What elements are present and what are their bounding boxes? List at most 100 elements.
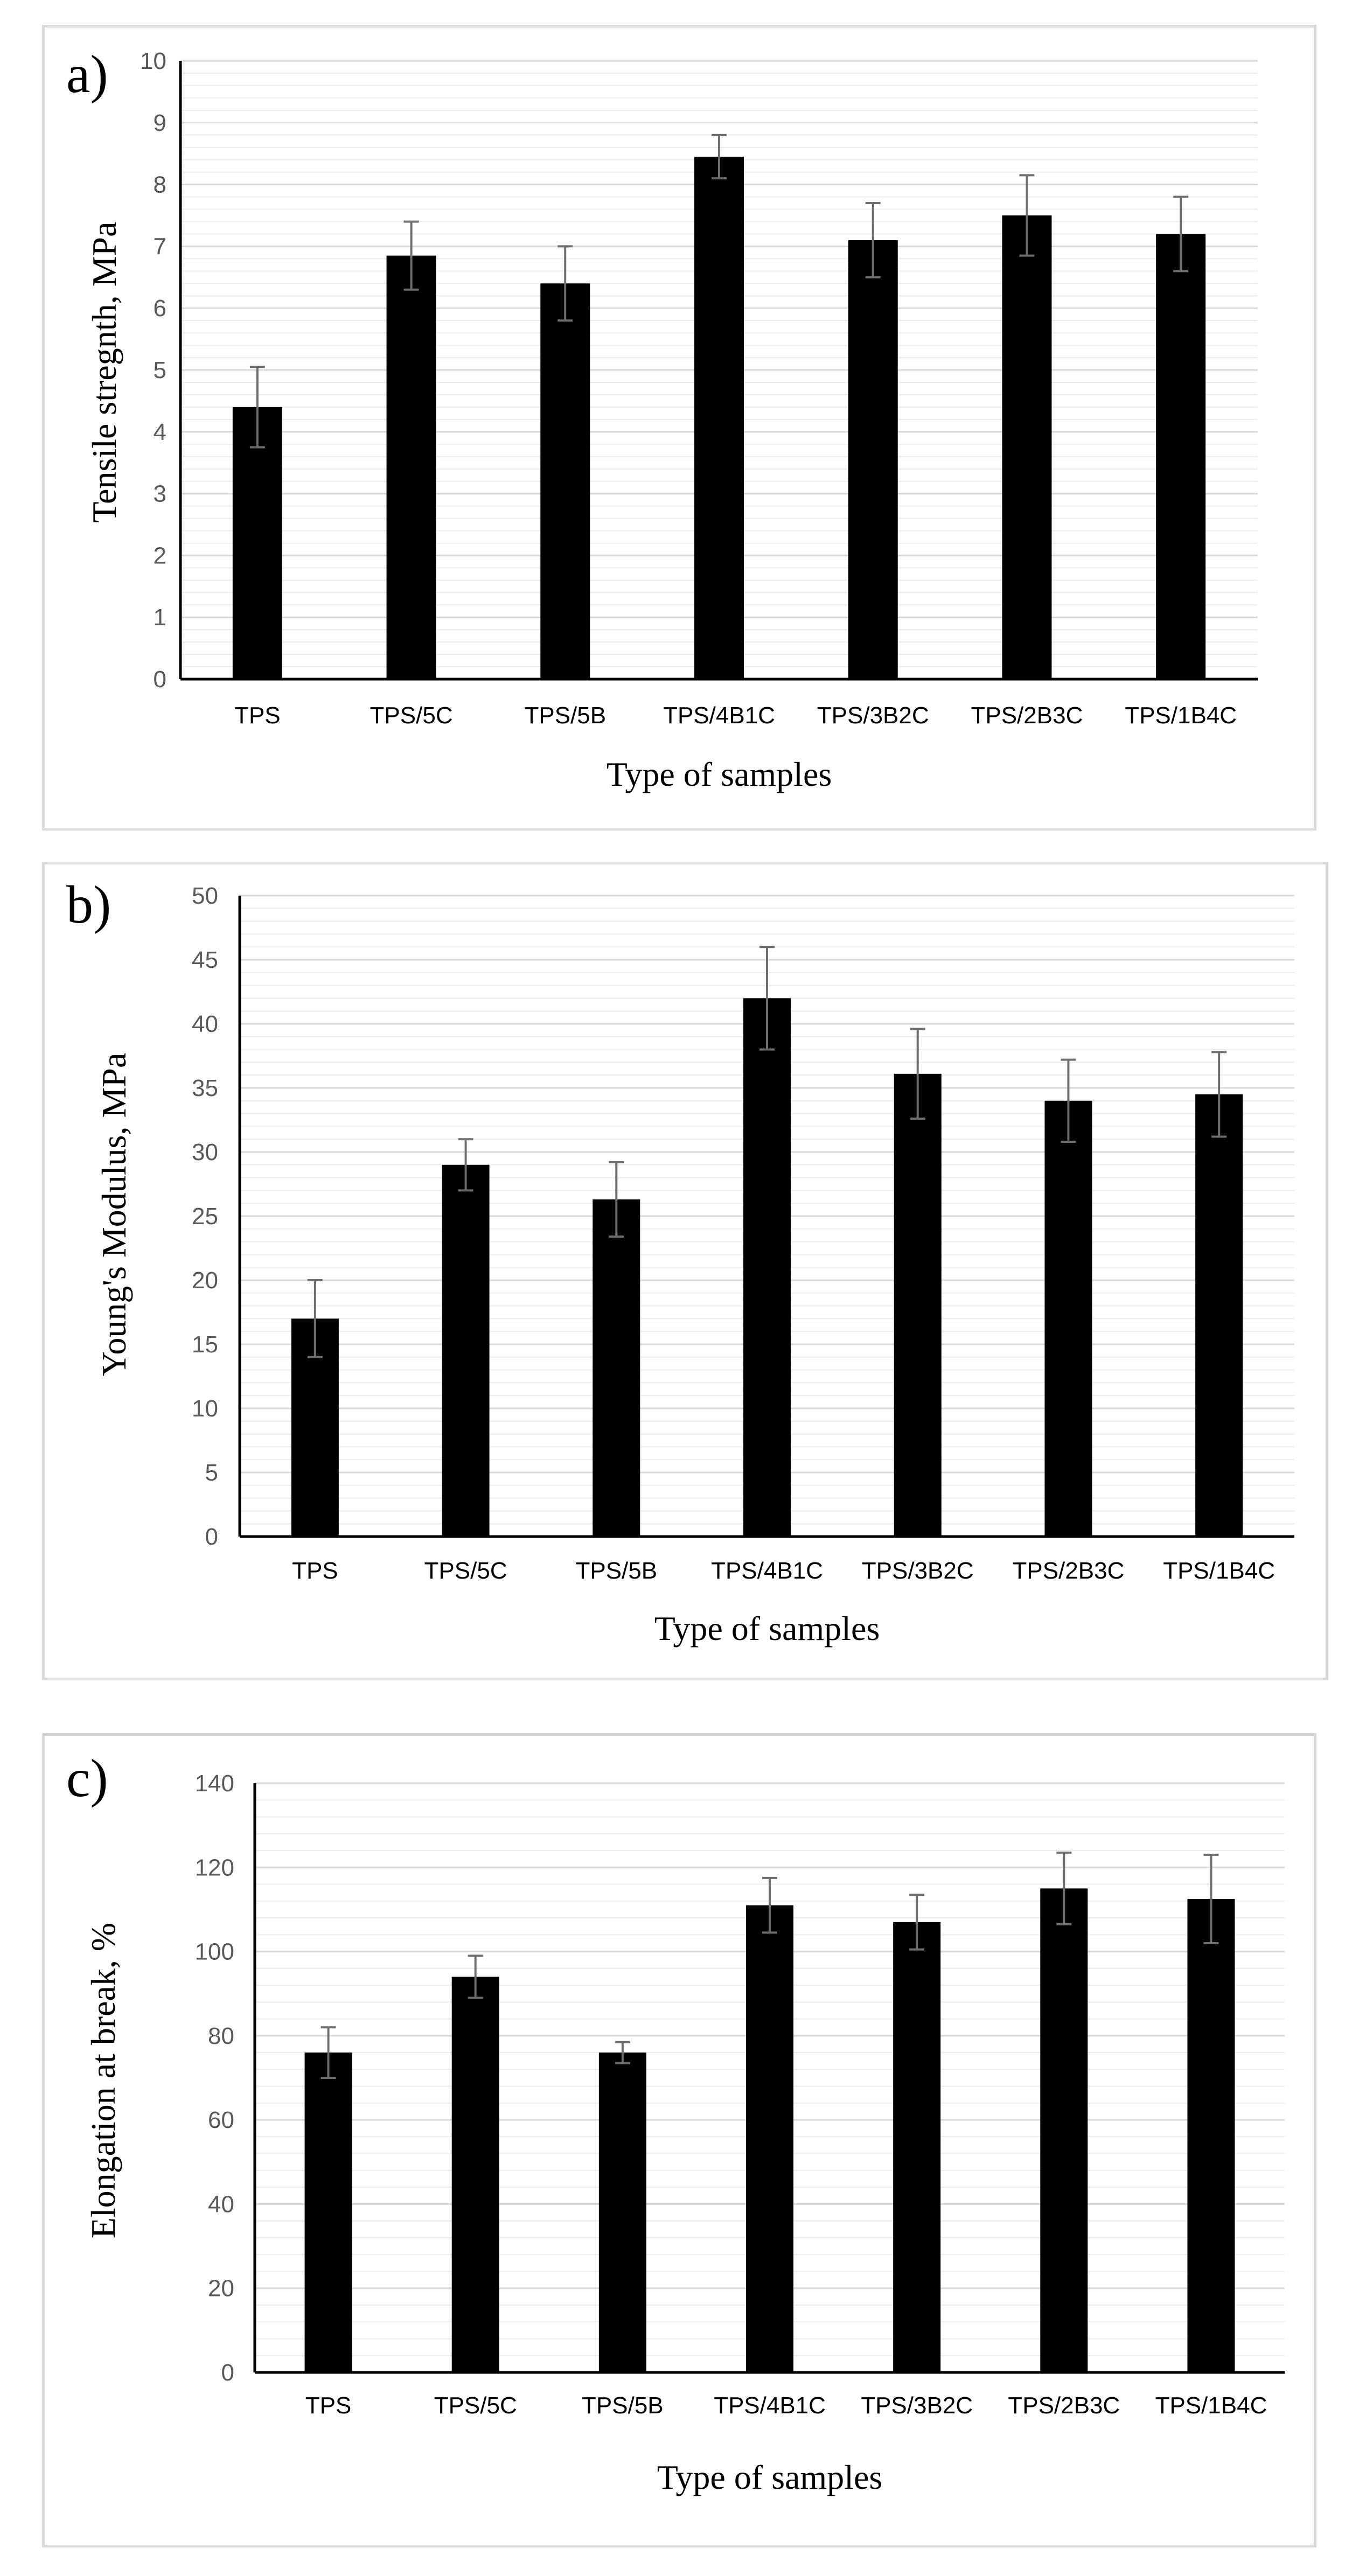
x-tick-labels: TPS TPS/5C TPS/5B TPS/4B1C TPS/3B2C TPS/2B3C T… [234, 702, 1237, 729]
y-tick-label: 35 [192, 1075, 218, 1101]
error-bar [1211, 1051, 1227, 1138]
x-tick-label: TPS/1B4C [1163, 1558, 1275, 1584]
error-bar [865, 202, 881, 278]
y-axis-label: Tensile stregnth, MPa [85, 222, 123, 523]
y-tick-labels: 0 1 2 3 4 5 6 7 8 9 10 [140, 48, 166, 693]
x-tick-label: TPS/5B [575, 1558, 657, 1584]
axes [238, 896, 1294, 1538]
y-tick-label: 20 [208, 2275, 234, 2302]
x-tick-label: TPS/2B3C [971, 702, 1083, 729]
error-bar [458, 1138, 473, 1192]
bar-tps-4b1c [694, 156, 744, 679]
bar-tps-1b4c [1187, 1898, 1235, 2372]
y-tick-label: 2 [154, 542, 166, 569]
bar-tps-3b2c [894, 1073, 942, 1537]
error-bar [249, 366, 265, 449]
bar-tps-1b4c [1195, 1094, 1243, 1537]
y-tick-label: 3 [154, 481, 166, 507]
y-tick-label: 120 [195, 1854, 234, 1881]
bar-tps-1b4c [1156, 234, 1206, 679]
y-tick-label: 7 [154, 233, 166, 260]
tensile-strength-chart: 0 1 2 3 4 5 6 7 8 9 10 TPS TPS/5C TPS/5B TPS/4B1C TPS/… [66, 44, 1258, 793]
y-tick-label: 10 [140, 48, 166, 74]
bar-tps-5c [451, 1977, 499, 2372]
x-tick-label: TPS/1B4C [1125, 702, 1237, 729]
error-bar [615, 2041, 630, 2064]
bar-tps-3b2c [893, 1922, 941, 2372]
bar-tps [232, 407, 282, 679]
x-tick-label: TPS/5B [582, 2392, 664, 2419]
x-tick-label: TPS/4B1C [711, 1558, 823, 1584]
bars [304, 1888, 1235, 2372]
x-tick-label: TPS/3B2C [861, 2392, 973, 2419]
x-tick-label: TPS/5C [434, 2392, 517, 2419]
bar-tps-5b [540, 283, 590, 679]
x-tick-label: TPS/4B1C [714, 2392, 826, 2419]
error-bar [712, 134, 727, 180]
error-bar [909, 1894, 925, 1951]
error-bar [1061, 1058, 1076, 1143]
error-bar [1173, 196, 1189, 273]
error-bars [249, 134, 1189, 449]
error-bar [762, 1876, 777, 1934]
error-bar [1019, 174, 1035, 257]
y-tick-label: 30 [192, 1139, 218, 1165]
x-tick-labels: TPS TPS/5C TPS/5B TPS/4B1C TPS/3B2C TPS/2B3C T… [292, 1558, 1275, 1584]
bar-tps-3b2c [848, 240, 898, 679]
chart-panel-youngs-modulus: 0 5 10 15 20 25 30 35 40 45 50 TPS TPS/5C TPS/5B TPS/… [42, 862, 1328, 1680]
y-axis-label: Elongation at break, % [84, 1923, 122, 2238]
axes [179, 61, 1258, 681]
error-bar [320, 2026, 336, 2079]
bars [291, 998, 1243, 1537]
panel-label: a) [66, 44, 108, 104]
bars [232, 156, 1206, 679]
y-tick-label: 140 [195, 1770, 234, 1797]
y-tick-label: 5 [154, 357, 166, 383]
chart-panel-tensile-strength: 0 1 2 3 4 5 6 7 8 9 10 TPS TPS/5C TPS/5B TPS/4B1C TPS/… [42, 25, 1316, 830]
x-tick-label: TPS/5C [370, 702, 453, 729]
y-tick-label: 15 [192, 1331, 218, 1358]
panel-label: c) [66, 1748, 108, 1808]
bar-tps-2b3c [1044, 1100, 1092, 1537]
x-tick-labels: TPS TPS/5C TPS/5B TPS/4B1C TPS/3B2C TPS/2B3C T… [305, 2392, 1267, 2419]
y-tick-label: 40 [192, 1011, 218, 1037]
y-tick-labels: 0 20 40 60 80 100 120 140 [195, 1770, 234, 2386]
error-bar [609, 1161, 624, 1238]
y-tick-label: 25 [192, 1203, 218, 1230]
error-bar [468, 1954, 483, 1999]
y-tick-label: 1 [154, 604, 166, 631]
x-axis-label: Type of samples [654, 1609, 880, 1647]
error-bars [320, 1851, 1219, 2079]
bar-tps-5b [593, 1199, 640, 1537]
y-tick-label: 45 [192, 947, 218, 973]
x-tick-label: TPS/3B2C [862, 1558, 974, 1584]
x-axis-label: Type of samples [607, 755, 832, 793]
error-bar [759, 946, 775, 1051]
bar-tps-2b3c [1002, 215, 1052, 679]
bar-tps-5b [598, 2053, 646, 2372]
y-tick-label: 100 [195, 1939, 234, 1965]
error-bar [403, 220, 419, 291]
error-bar [557, 245, 573, 322]
y-tick-label: 10 [192, 1395, 218, 1422]
y-tick-label: 0 [221, 2359, 234, 2386]
chart-panel-elongation-at-break: 0 20 40 60 80 100 120 140 TPS TPS/5C TPS/5B TPS/4B… [42, 1733, 1316, 2547]
x-axis-label: Type of samples [657, 2458, 883, 2496]
x-tick-label: TPS [292, 1558, 338, 1584]
y-tick-label: 80 [208, 2023, 234, 2049]
x-tick-label: TPS/4B1C [663, 702, 775, 729]
y-tick-label: 6 [154, 295, 166, 322]
y-tick-label: 40 [208, 2191, 234, 2217]
y-tick-label: 0 [205, 1524, 218, 1550]
x-tick-label: TPS [305, 2392, 352, 2419]
error-bar [1203, 1853, 1219, 1944]
y-tick-labels: 0 5 10 15 20 25 30 35 40 45 50 [192, 883, 218, 1550]
error-bar [1056, 1851, 1072, 1925]
x-tick-label: TPS/2B3C [1012, 1558, 1124, 1584]
y-tick-label: 50 [192, 883, 218, 909]
x-tick-label: TPS/5B [524, 702, 606, 729]
y-axis-label: Young's Modulus, MPa [95, 1053, 133, 1377]
y-tick-label: 60 [208, 2107, 234, 2133]
x-tick-label: TPS/1B4C [1155, 2392, 1267, 2419]
bar-tps-2b3c [1040, 1888, 1088, 2372]
